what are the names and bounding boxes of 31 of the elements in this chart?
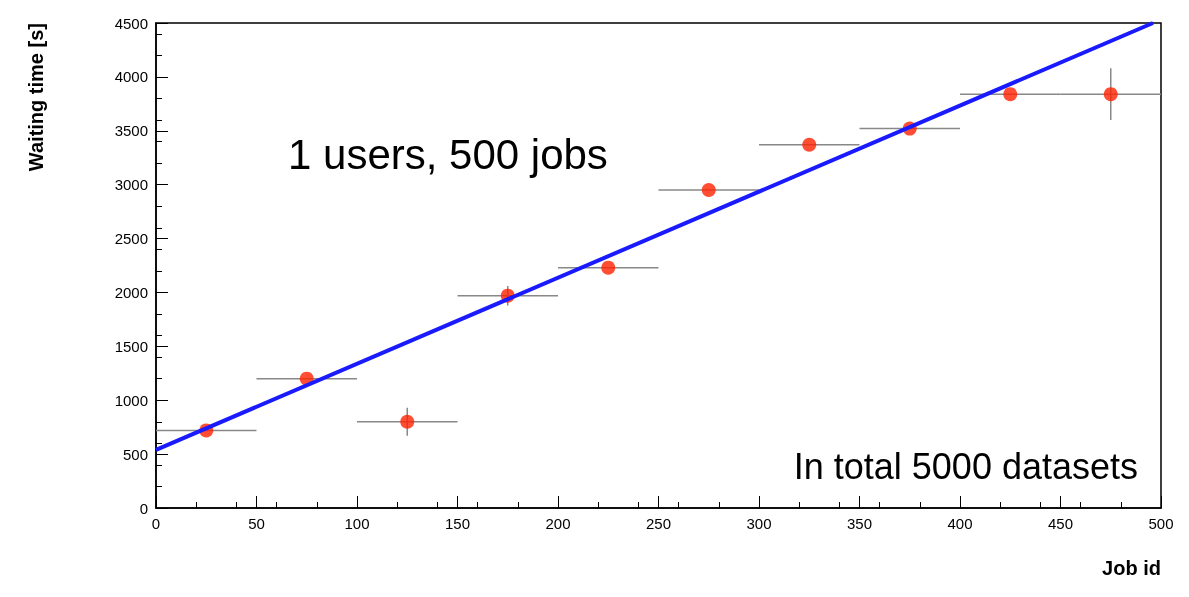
point <box>400 414 415 429</box>
x-tick-label: 500 <box>1148 515 1174 532</box>
y-tick-label: 1500 <box>114 337 148 355</box>
point <box>802 137 817 152</box>
y-tick-label: 4500 <box>114 14 148 32</box>
annotation: In total 5000 datasets <box>793 445 1138 487</box>
x-tick-label: 150 <box>444 515 471 532</box>
point <box>1003 87 1018 102</box>
y-tick-label: 2500 <box>114 230 148 248</box>
y-tick-label: 3500 <box>114 122 148 140</box>
x-axis-title: Job id <box>1102 557 1161 579</box>
x-tick-label: 450 <box>1047 515 1074 532</box>
x-tick-label: 200 <box>545 515 571 532</box>
y-tick-label: 0 <box>139 499 148 517</box>
x-tick-label: 0 <box>151 515 161 532</box>
x-tick-label: 100 <box>344 515 370 532</box>
x-tick-label: 50 <box>248 515 265 532</box>
x-tick-label: 400 <box>947 515 973 532</box>
y-axis-title: Waiting time [s] <box>25 23 47 172</box>
point <box>701 183 716 198</box>
y-tick-label: 500 <box>122 445 148 463</box>
y-tick-label: 1000 <box>114 391 148 409</box>
y-tick-label: 3000 <box>114 176 148 194</box>
y-tick-label: 4000 <box>114 68 148 86</box>
x-tick-label: 350 <box>846 515 873 532</box>
point <box>1103 87 1118 102</box>
annotation: 1 users, 500 jobs <box>288 130 608 178</box>
y-tick-label: 2000 <box>114 283 148 301</box>
point <box>601 260 616 275</box>
x-tick-label: 250 <box>645 515 672 532</box>
x-tick-label: 300 <box>746 515 772 532</box>
